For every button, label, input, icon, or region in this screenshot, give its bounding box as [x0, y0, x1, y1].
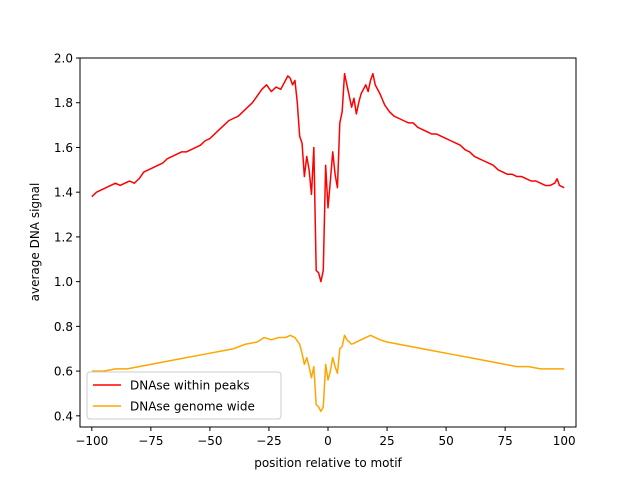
y-tick-label: 1.0 — [54, 275, 73, 289]
x-tick-label: −50 — [197, 434, 222, 448]
plot-area — [80, 58, 576, 427]
x-tick-label: 75 — [498, 434, 513, 448]
series-line-1 — [91, 334, 565, 413]
x-axis-label: position relative to motif — [254, 456, 402, 470]
y-axis-label: average DNA signal — [28, 183, 42, 302]
x-tick-label: 0 — [324, 434, 332, 448]
legend-box — [86, 371, 282, 420]
x-tick-label: 50 — [438, 434, 453, 448]
y-tick-label: 2.0 — [54, 52, 73, 66]
y-tick-label: 1.4 — [54, 186, 73, 200]
y-axis: 0.4 0.6 0.8 1.0 1.2 1.4 1.6 1.8 2.0 — [54, 52, 80, 423]
y-tick-label: 0.4 — [54, 409, 73, 423]
x-tick-label: −75 — [138, 434, 163, 448]
series-line-0 — [91, 72, 565, 283]
series-layer — [91, 72, 565, 413]
y-tick-label: 1.6 — [54, 141, 73, 155]
legend-label-peaks: DNAse within peaks — [130, 379, 250, 393]
y-tick-label: 0.8 — [54, 320, 73, 334]
x-axis: −100 −75 −50 −25 0 25 50 75 100 — [75, 427, 576, 448]
x-tick-label: −25 — [256, 434, 281, 448]
y-tick-label: 1.8 — [54, 96, 73, 110]
x-tick-label: −100 — [75, 434, 108, 448]
legend-label-genome-wide: DNAse genome wide — [130, 400, 255, 414]
x-tick-label: 25 — [379, 434, 394, 448]
y-tick-label: 1.2 — [54, 230, 73, 244]
legend: DNAse within peaks DNAse genome wide — [86, 371, 282, 420]
y-tick-label: 0.6 — [54, 365, 73, 379]
x-tick-label: 100 — [553, 434, 576, 448]
